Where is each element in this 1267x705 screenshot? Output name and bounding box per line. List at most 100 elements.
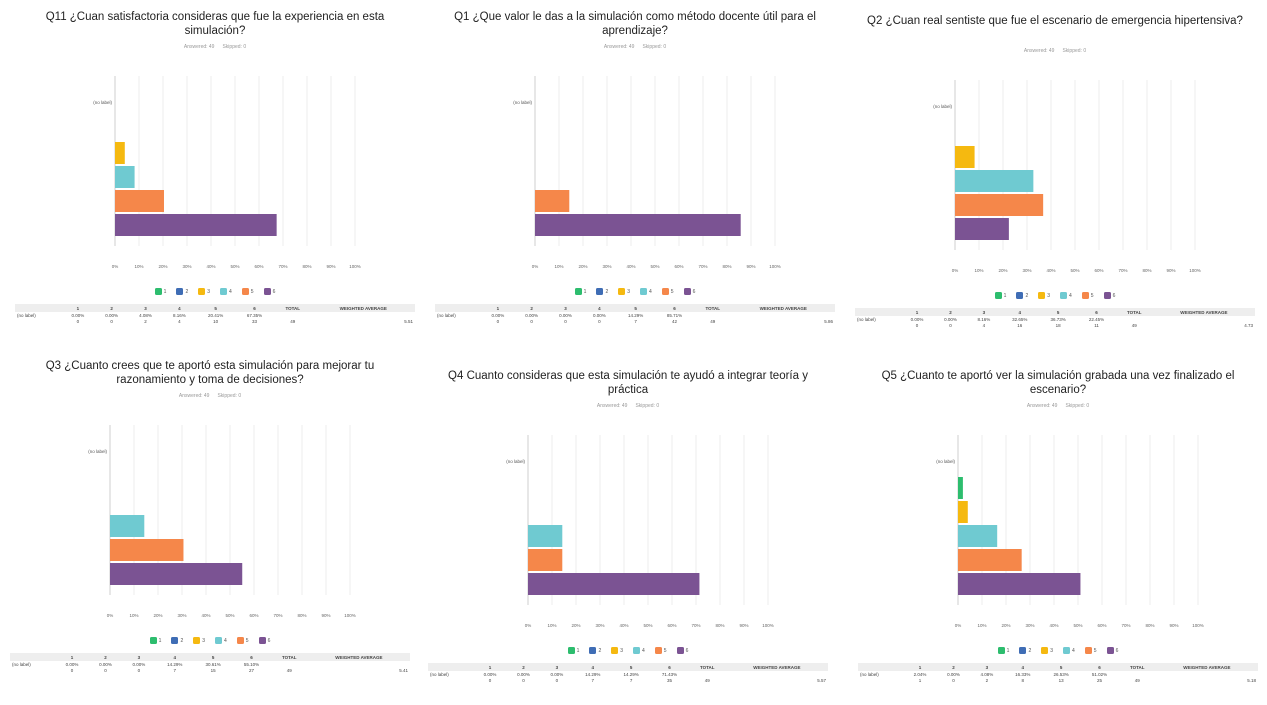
percent-cell: 0.00%	[944, 316, 957, 322]
legend-label: 4	[642, 647, 645, 654]
bar-series-6[interactable]	[535, 214, 741, 236]
x-tick-label: 60%	[1097, 623, 1106, 628]
legend-item[interactable]: 5	[1081, 292, 1094, 299]
table-row-percent: (no label) 0.00% 0.00% 0.00% 14.29% 14.29% 71.…	[428, 671, 828, 677]
legend-item[interactable]: 1	[154, 288, 166, 295]
legend-item[interactable]: 5	[661, 288, 674, 295]
legend-item[interactable]: 4	[633, 647, 645, 654]
count-cell: 0	[137, 667, 141, 673]
legend-item[interactable]: 3	[611, 647, 623, 654]
answered-count: Answered: 49	[183, 44, 215, 50]
empty-cell	[855, 322, 900, 328]
bar-series-5[interactable]	[955, 194, 1044, 216]
table-row-count: 0 0 0 0 7 42 49 5.86	[435, 318, 835, 324]
response-summary: Answered: 49 Skipped: 0	[5, 44, 425, 50]
legend-label: 5	[670, 288, 674, 295]
legend-item[interactable]: 6	[683, 288, 695, 295]
table-header: 3	[540, 663, 574, 671]
count-cell: 0	[598, 318, 601, 324]
legend-item[interactable]: 5	[236, 637, 249, 644]
legend-item[interactable]: 1	[574, 288, 586, 295]
row-label: (no label)	[12, 661, 31, 667]
bar-series-5[interactable]	[958, 549, 1022, 571]
legend-item[interactable]: 6	[263, 288, 276, 295]
bar-series-5[interactable]	[110, 539, 184, 561]
table-header-row: 1 2 3 4 5 6 TOTAL WEIGHTED AVERAGE	[858, 663, 1258, 671]
legend-label: 2	[605, 288, 609, 295]
legend-item[interactable]: 2	[171, 637, 183, 644]
legend-item[interactable]: 1	[149, 637, 162, 644]
legend-item[interactable]: 2	[589, 647, 601, 654]
x-tick-label: 10%	[547, 623, 556, 628]
legend-item[interactable]: 1	[567, 647, 579, 654]
table-header: WEIGHTED AVERAGE	[1155, 663, 1258, 671]
legend-label: 3	[627, 288, 630, 295]
count-cell: 4	[178, 318, 181, 324]
bar-series-1[interactable]	[958, 477, 963, 499]
bar-series-3[interactable]	[958, 501, 968, 523]
legend-label: 3	[1050, 647, 1053, 654]
legend-item[interactable]: 6	[1106, 647, 1118, 654]
legend-item[interactable]: 6	[258, 637, 270, 644]
legend-item[interactable]: 4	[640, 288, 652, 295]
count-cell: 42	[672, 318, 678, 324]
bar-series-5[interactable]	[528, 549, 563, 571]
answered-count: Answered: 49	[1026, 403, 1058, 409]
bar-series-5[interactable]	[115, 190, 164, 212]
legend-item[interactable]: 2	[176, 288, 188, 295]
legend-item[interactable]: 6	[1103, 292, 1115, 299]
bar-series-6[interactable]	[110, 563, 243, 585]
bar-series-3[interactable]	[115, 142, 125, 164]
legend-label: 1	[158, 637, 162, 644]
bar-series-6[interactable]	[115, 214, 277, 236]
bar-series-3[interactable]	[955, 146, 975, 168]
legend-label: 2	[1028, 647, 1032, 654]
table-header: 2	[88, 653, 123, 661]
legend-label: 6	[272, 288, 276, 295]
legend-item[interactable]: 2	[596, 288, 608, 295]
table-header: 4	[573, 663, 612, 671]
legend-swatch	[1081, 292, 1089, 299]
percent-cell: 0.00%	[65, 661, 79, 667]
weighted-average-cell: 4.73	[1244, 322, 1253, 328]
bar-series-4[interactable]	[955, 170, 1034, 192]
legend-item[interactable]: 5	[1084, 647, 1097, 654]
legend-item[interactable]: 4	[215, 637, 227, 644]
table-header-row: 1 2 3 4 5 6 TOTAL WEIGHTED AVERAGE	[855, 308, 1255, 316]
bar-series-6[interactable]	[958, 573, 1081, 595]
bar-series-5[interactable]	[535, 190, 570, 212]
bar-series-4[interactable]	[958, 525, 998, 547]
x-tick-label: 20%	[1001, 623, 1010, 628]
legend-item[interactable]: 4	[1060, 292, 1072, 299]
legend-item[interactable]: 1	[994, 292, 1006, 299]
legend-label: 4	[1072, 647, 1075, 654]
legend-item[interactable]: 5	[241, 288, 254, 295]
table-header: 2	[933, 308, 968, 316]
legend-item[interactable]: 3	[618, 288, 630, 295]
category-label: (no label)	[936, 459, 955, 464]
legend-item[interactable]: 3	[1041, 647, 1053, 654]
legend-item[interactable]: 3	[1038, 292, 1050, 299]
legend-item[interactable]: 4	[1063, 647, 1075, 654]
x-tick-label: 60%	[667, 623, 676, 628]
legend-item[interactable]: 1	[997, 647, 1009, 654]
x-tick-label: 40%	[1049, 623, 1058, 628]
x-tick-label: 80%	[1145, 623, 1154, 628]
bar-series-4[interactable]	[115, 166, 135, 188]
bar-series-6[interactable]	[528, 573, 700, 595]
table-header: 5	[611, 663, 651, 671]
legend-item[interactable]: 2	[1019, 647, 1031, 654]
legend-item[interactable]: 2	[1016, 292, 1028, 299]
legend-swatch	[997, 647, 1005, 654]
legend-item[interactable]: 5	[654, 647, 667, 654]
bar-series-4[interactable]	[110, 515, 145, 537]
bar-chart: 0% 10% 20% 30% 40% 50% 60% 70% 80% 90% 100% (no lab…	[936, 435, 1204, 628]
percent-cell: 0.00%	[910, 316, 924, 322]
legend-item[interactable]: 3	[198, 288, 210, 295]
response-summary: Answered: 49 Skipped: 0	[0, 393, 420, 399]
legend-item[interactable]: 3	[193, 637, 205, 644]
legend-item[interactable]: 4	[220, 288, 232, 295]
legend-item[interactable]: 6	[676, 647, 688, 654]
bar-series-4[interactable]	[528, 525, 563, 547]
bar-series-6[interactable]	[955, 218, 1009, 240]
